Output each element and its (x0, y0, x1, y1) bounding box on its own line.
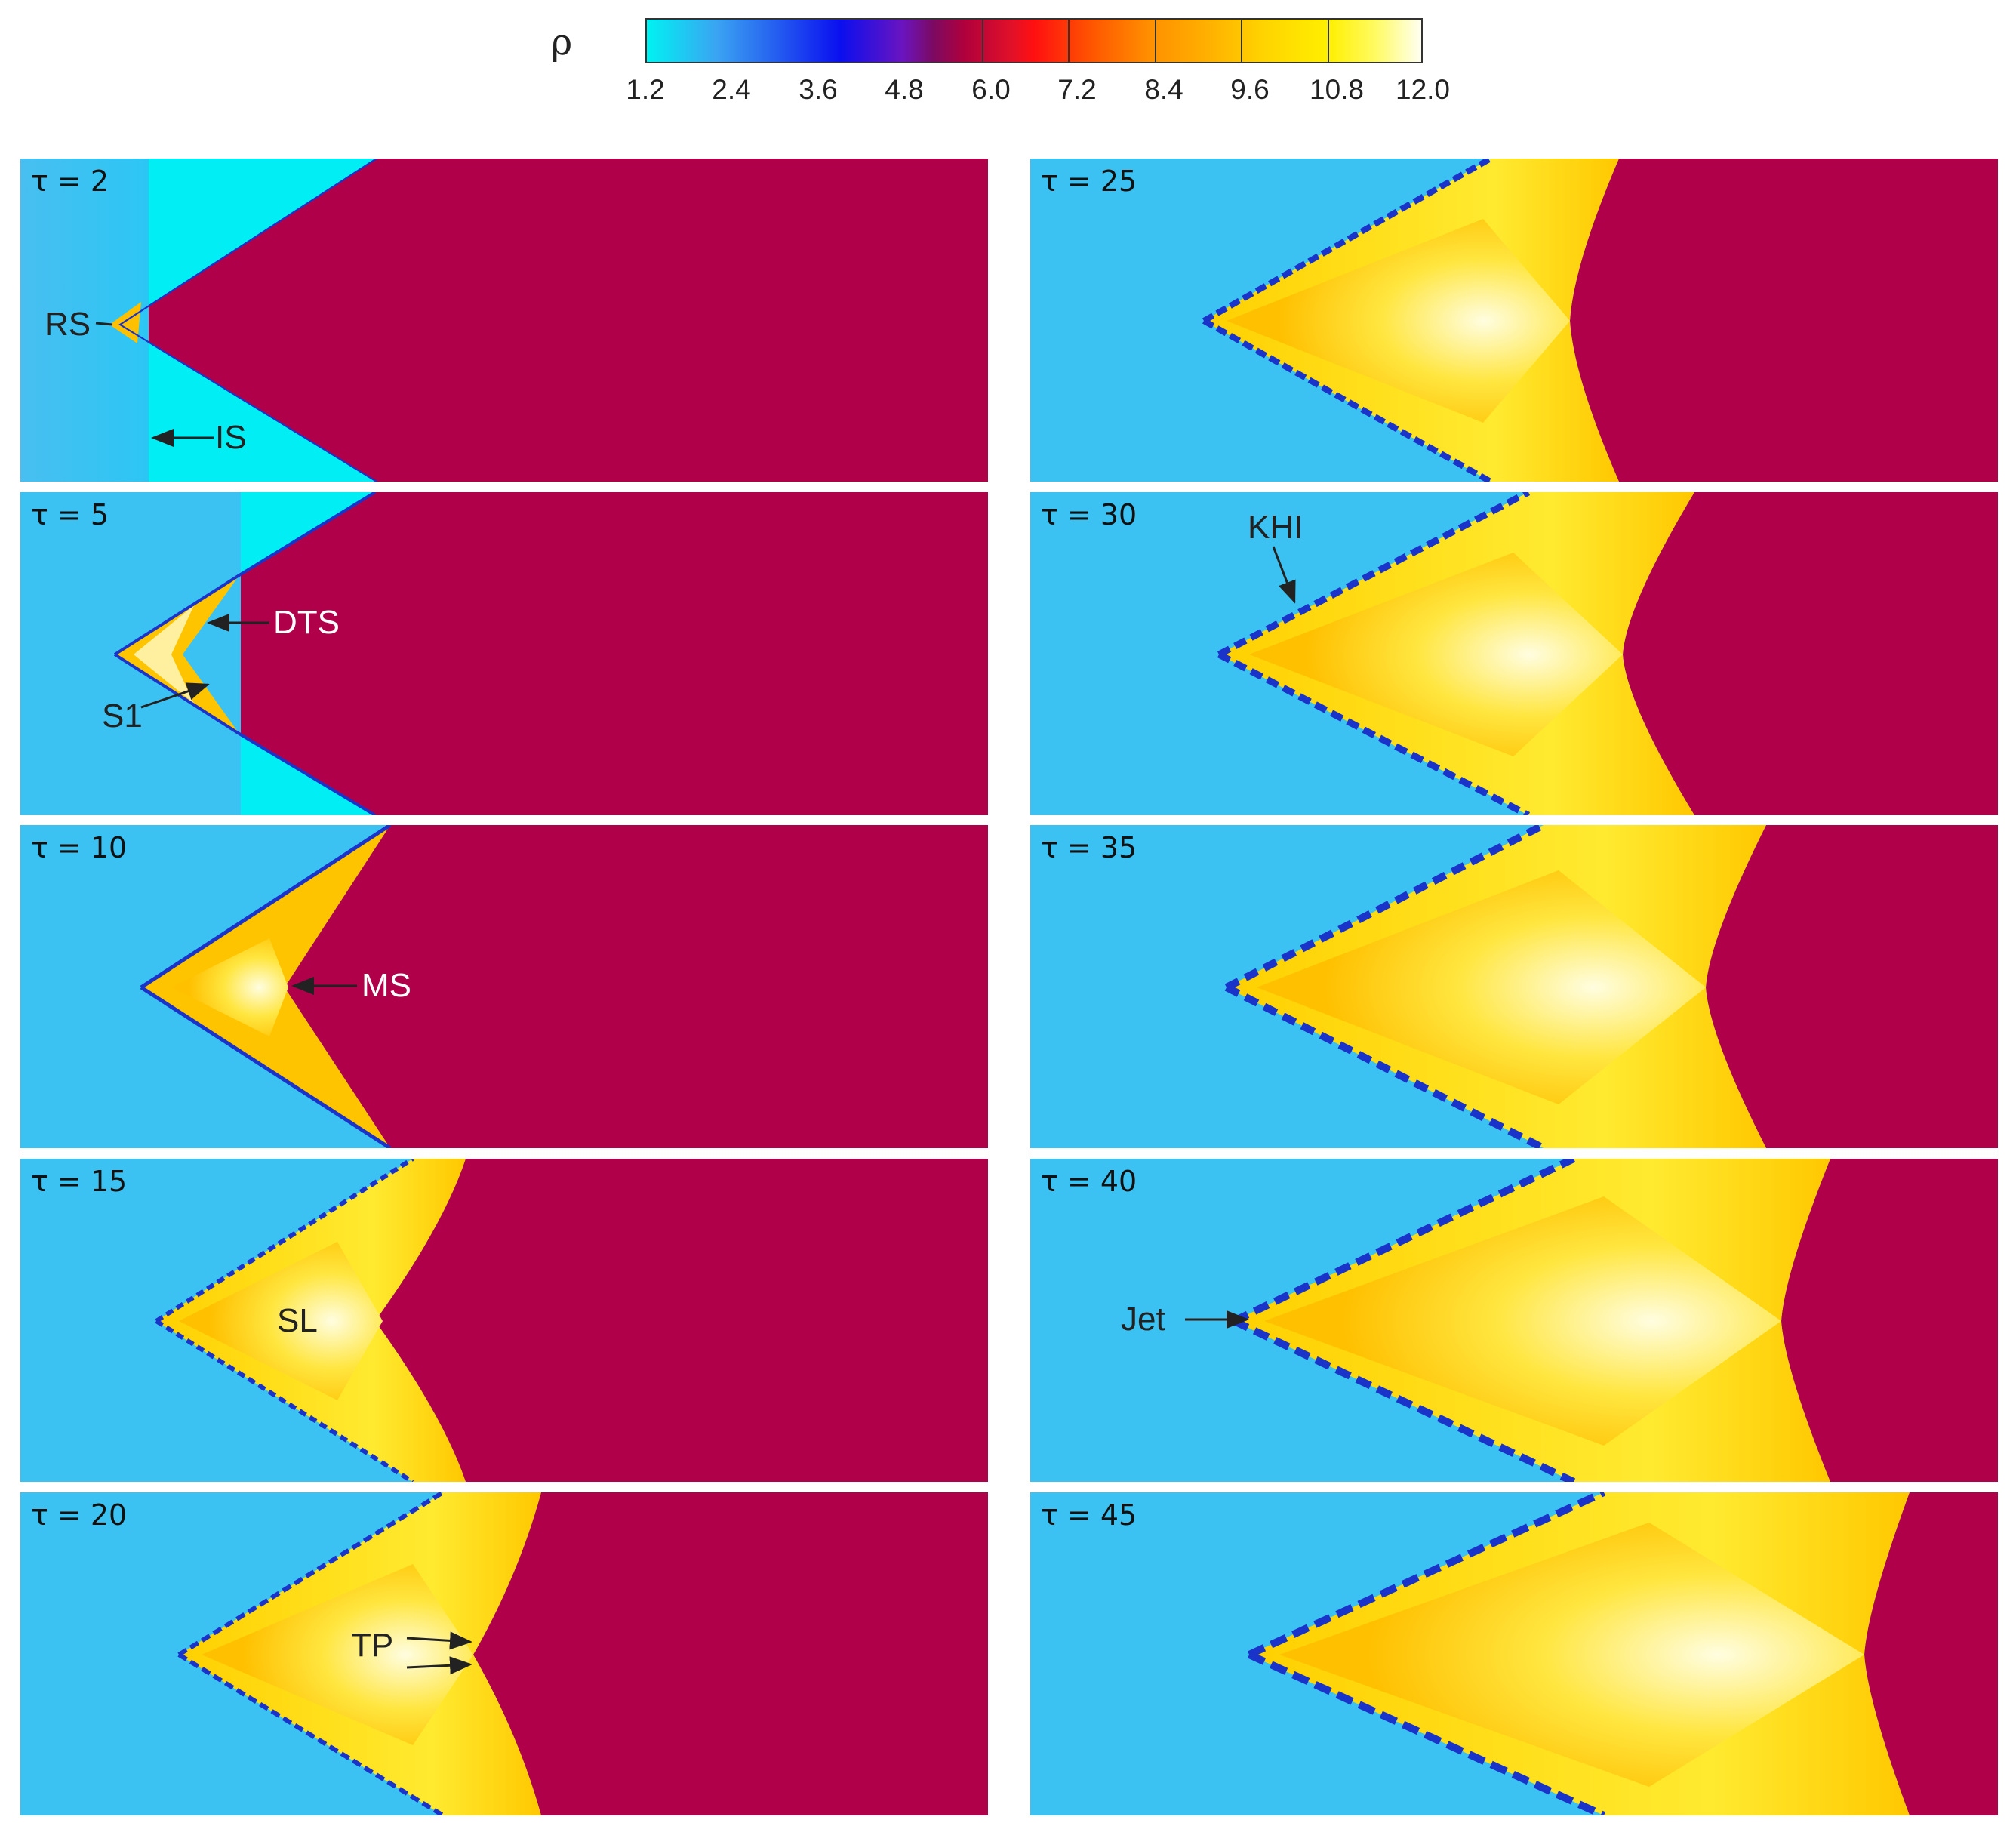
colorbar-tick: 9.6 (1230, 74, 1270, 105)
colorbar: ρ 1.2 2.4 3.6 4.8 6.0 7.2 8.4 9.6 10.8 1… (0, 0, 2016, 121)
label-khi: KHI (1248, 509, 1303, 546)
time-label: τ = 25 (1041, 165, 1137, 198)
panel-tau-2: τ = 2 RS IS (20, 159, 988, 482)
panel-tau-30: τ = 30 KHI (1030, 492, 1998, 815)
colorbar-tick: 7.2 (1057, 74, 1097, 105)
density-field (20, 159, 988, 482)
time-label: τ = 20 (31, 1498, 128, 1532)
time-label: τ = 30 (1041, 498, 1137, 531)
panel-tau-40: τ = 40 Jet (1030, 1159, 1998, 1482)
colorbar-separator (1068, 20, 1070, 62)
time-label: τ = 45 (1041, 1498, 1137, 1532)
density-field (1030, 492, 1998, 815)
colorbar-tick: 3.6 (799, 74, 838, 105)
colorbar-separator (1155, 20, 1156, 62)
time-label: τ = 35 (1041, 831, 1137, 864)
label-s1: S1 (102, 697, 143, 734)
density-field (1030, 159, 1998, 482)
time-label: τ = 5 (31, 498, 109, 531)
panel-tau-35: τ = 35 (1030, 825, 1998, 1148)
panel-tau-5: τ = 5 DTS S1 (20, 492, 988, 815)
density-field (20, 825, 988, 1148)
colorbar-tick: 2.4 (712, 74, 751, 105)
colorbar-tick: 6.0 (971, 74, 1011, 105)
label-is: IS (215, 419, 247, 456)
colorbar-tick: 10.8 (1309, 74, 1365, 105)
density-field (1030, 1159, 1998, 1482)
label-rs: RS (45, 306, 91, 343)
time-label: τ = 10 (31, 831, 128, 864)
density-field (1030, 1492, 1998, 1815)
colorbar-tick: 4.8 (885, 74, 924, 105)
colorbar-variable-symbol: ρ (551, 21, 573, 63)
panel-tau-10: τ = 10 MS (20, 825, 988, 1148)
colorbar-tick: 8.4 (1144, 74, 1183, 105)
colorbar-gradient (645, 18, 1423, 63)
time-label: τ = 15 (31, 1165, 128, 1198)
label-tp: TP (351, 1627, 394, 1664)
colorbar-tick: 1.2 (626, 74, 665, 105)
panel-tau-45: τ = 45 (1030, 1492, 1998, 1815)
colorbar-separator (982, 20, 983, 62)
label-sl: SL (277, 1302, 318, 1339)
density-field (20, 1159, 988, 1482)
colorbar-separator (1328, 20, 1329, 62)
label-dts: DTS (273, 604, 340, 641)
panel-tau-15: τ = 15 SL (20, 1159, 988, 1482)
panel-tau-25: τ = 25 (1030, 159, 1998, 482)
colorbar-tick-labels: 1.2 2.4 3.6 4.8 6.0 7.2 8.4 9.6 10.8 12.… (626, 74, 1450, 112)
label-ms: MS (362, 967, 411, 1004)
panel-tau-20: τ = 20 TP (20, 1492, 988, 1815)
time-label: τ = 40 (1041, 1165, 1137, 1198)
time-label: τ = 2 (31, 165, 109, 198)
density-field (1030, 825, 1998, 1148)
label-jet: Jet (1121, 1301, 1165, 1338)
density-field (20, 1492, 988, 1815)
colorbar-separator (1241, 20, 1242, 62)
density-field (20, 492, 988, 815)
colorbar-tick: 12.0 (1395, 74, 1451, 105)
